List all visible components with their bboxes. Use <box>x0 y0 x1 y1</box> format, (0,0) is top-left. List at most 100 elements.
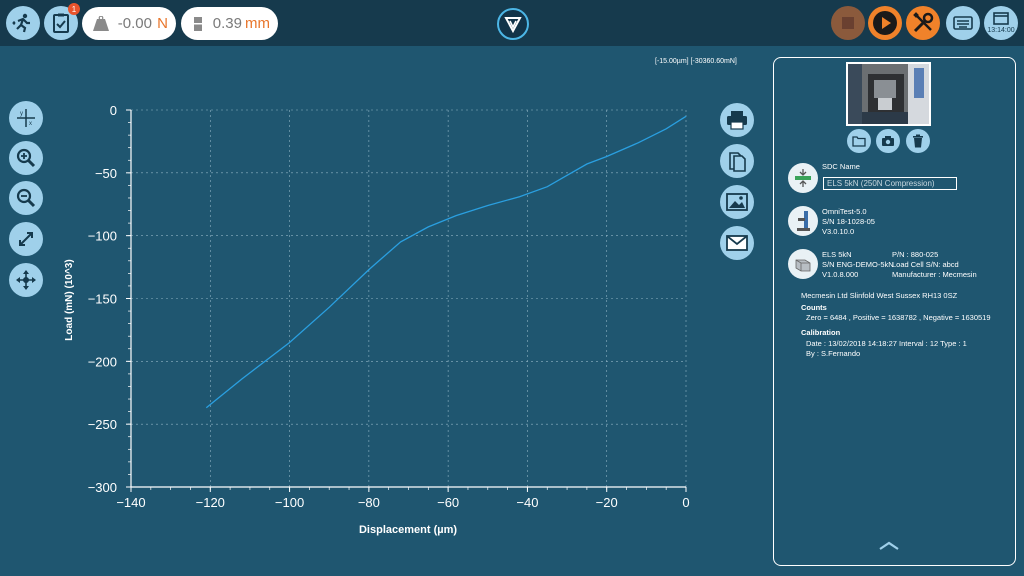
sdc-label: SDC Name <box>822 162 860 171</box>
top-toolbar: 1 -0.00 N 0.39 mm <box>0 0 1024 46</box>
clock-time: 13:14:00 <box>987 27 1015 34</box>
trash-icon <box>913 134 923 148</box>
folder-icon <box>852 136 866 147</box>
x-tick-label: −40 <box>516 495 538 510</box>
load-cell-icon <box>788 249 818 279</box>
axes-icon: y x <box>17 109 35 127</box>
load-cell-manufacturer: Manufacturer : Mecmesin <box>892 270 977 279</box>
zoom-out-button[interactable] <box>9 181 43 215</box>
pan-button[interactable] <box>9 263 43 297</box>
info-panel <box>773 57 1016 566</box>
svg-text:y: y <box>20 111 23 117</box>
counts-text: Zero = 6484 , Positive = 1638782 , Negat… <box>806 313 991 322</box>
load-cell-part-number: P/N : 880-025 <box>892 250 939 259</box>
delete-photo-button[interactable] <box>906 129 930 153</box>
checklist-icon <box>53 13 69 33</box>
x-tick-label: 0 <box>682 495 689 510</box>
notification-badge: 1 <box>68 3 80 15</box>
calendar-icon <box>993 12 1009 25</box>
printer-icon <box>727 111 747 130</box>
stop-button[interactable] <box>831 6 865 40</box>
image-icon <box>726 193 748 211</box>
expand-icon <box>19 232 33 246</box>
device-version: V3.0.10.0 <box>822 227 855 236</box>
zoom-in-button[interactable] <box>9 141 43 175</box>
displacement-unit: mm <box>245 15 270 32</box>
machine-photo <box>846 62 931 126</box>
tools-button[interactable] <box>906 6 940 40</box>
load-displacement-chart[interactable]: −140 −120 −100 −80 −60 −40 −20 00−50−100−150−20… <box>0 0 720 576</box>
stop-icon <box>842 17 854 29</box>
x-tick-label: −80 <box>358 495 380 510</box>
calibration-by: By : S.Fernando <box>806 349 861 358</box>
x-axis-label: Displacement (µm) <box>359 524 457 536</box>
logo-icon <box>504 17 522 33</box>
open-folder-button[interactable] <box>847 129 871 153</box>
y-tick-label: −150 <box>88 292 117 307</box>
load-cell-box-icon <box>795 259 811 272</box>
keyboard-button[interactable] <box>946 6 980 40</box>
y-tick-label: −200 <box>88 354 117 369</box>
weight-icon <box>93 16 109 31</box>
test-stand-icon <box>797 211 810 231</box>
calibration-date: Date : 13/02/2018 14:18:27 Interval : 12… <box>806 339 967 348</box>
copy-button[interactable] <box>720 144 754 178</box>
export-image-button[interactable] <box>720 185 754 219</box>
zoom-out-icon <box>16 188 36 208</box>
move-arrows-icon <box>16 270 36 290</box>
axis-select-button[interactable]: y x <box>9 101 43 135</box>
displacement-readout: 0.39 mm <box>181 7 278 40</box>
fit-screen-button[interactable] <box>9 222 43 256</box>
load-cell-name: ELS 5kN <box>822 250 852 259</box>
load-cell-serial: S/N ENG-DEMO-5kN <box>822 260 894 269</box>
machine-photo-image <box>848 64 929 124</box>
y-tick-label: −50 <box>95 166 117 181</box>
compression-icon <box>795 169 811 187</box>
load-cell-cell-serial: Load Cell S/N: abcd <box>892 260 959 269</box>
expand-panel-chevron-icon[interactable] <box>878 541 900 551</box>
y-tick-label: −300 <box>88 480 117 495</box>
clock-button[interactable] <box>984 6 1018 40</box>
x-tick-label: −20 <box>596 495 618 510</box>
camera-icon <box>882 136 894 146</box>
chart-grid <box>131 109 687 487</box>
vector-logo <box>497 8 529 40</box>
running-man-icon <box>12 13 30 33</box>
load-cell-version: V1.0.8.000 <box>822 270 859 279</box>
zoom-in-icon <box>16 148 36 168</box>
copy-icon <box>729 152 746 172</box>
camera-button[interactable] <box>876 129 900 153</box>
sdc-icon <box>788 163 818 193</box>
address-text: Mecmesin Ltd Slinfold West Sussex RH13 0… <box>801 291 958 300</box>
sdc-name-field[interactable]: ELS 5kN (250N Compression) <box>823 177 957 190</box>
print-button[interactable] <box>720 103 754 137</box>
y-tick-label: −100 <box>88 229 117 244</box>
load-readout: -0.00 N <box>82 7 176 40</box>
chart-ticks: −140 −120 −100 −80 −60 −40 −20 00−50−100−150−20… <box>88 103 690 510</box>
x-tick-label: −60 <box>437 495 459 510</box>
email-button[interactable] <box>720 226 754 260</box>
y-axis-label: Load (mN) (10^3) <box>64 259 75 340</box>
svg-text:x: x <box>29 121 32 127</box>
y-tick-label: −250 <box>88 417 117 432</box>
displacement-icon <box>192 17 204 31</box>
series-line <box>205 115 687 409</box>
load-value: -0.00 <box>117 15 152 32</box>
exit-run-button[interactable] <box>6 6 40 40</box>
envelope-icon <box>726 235 748 251</box>
x-tick-label: −120 <box>196 495 225 510</box>
device-serial: S/N 18-1028-05 <box>822 217 875 226</box>
play-icon <box>873 11 897 35</box>
x-tick-label: −140 <box>116 495 145 510</box>
x-tick-label: −100 <box>275 495 304 510</box>
play-button[interactable] <box>868 6 902 40</box>
y-tick-label: 0 <box>110 103 117 118</box>
calibration-title: Calibration <box>801 328 841 337</box>
cursor-coordinates: [-15.00µm] [-30360.60mN] <box>655 58 737 65</box>
load-unit: N <box>157 15 168 32</box>
displacement-value: 0.39 <box>212 15 242 32</box>
wrench-screwdriver-icon <box>913 12 934 33</box>
device-icon <box>788 206 818 236</box>
device-name: OmniTest-5.0 <box>822 207 867 216</box>
tasks-button[interactable]: 1 <box>44 3 80 40</box>
